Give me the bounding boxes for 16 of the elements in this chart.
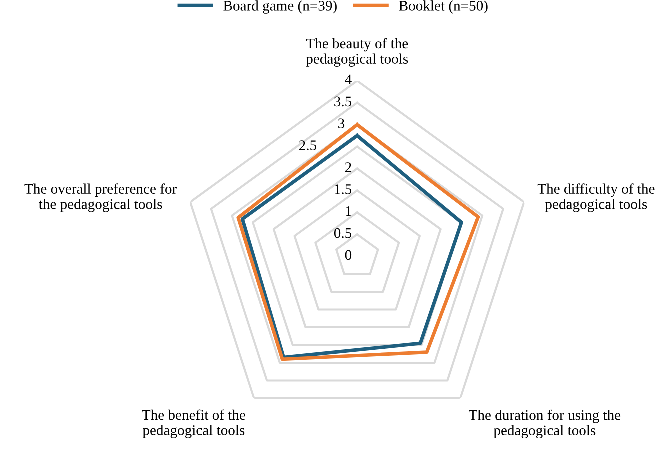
y-tick-label: 2 [345,162,352,172]
y-tick-label: 2.5 [299,140,317,151]
spoke-label: The benefit of the pedagogical tools [142,410,246,438]
spoke-label: The duration for using the pedagogical tools [469,410,621,439]
y-tick-label: 4 [345,74,352,85]
y-tick-label: 1 [346,206,352,216]
y-tick-label: 1.5 [335,184,352,194]
legend-label: Booklet (n=50) [399,0,488,14]
y-tick-label: 3 [338,118,345,129]
y-tick-label: 0 [345,250,352,260]
spoke-label: The beauty of the pedagogical tools [306,38,408,67]
spoke-label: The overall preference for the pedagogical tools [24,184,177,212]
legend-label: Board game (n=39) [224,0,337,14]
spoke-label: The difficulty of the pedagogical tools [538,184,655,212]
y-tick-label: 3.5 [334,96,352,107]
y-tick-label: 0.5 [334,228,352,238]
